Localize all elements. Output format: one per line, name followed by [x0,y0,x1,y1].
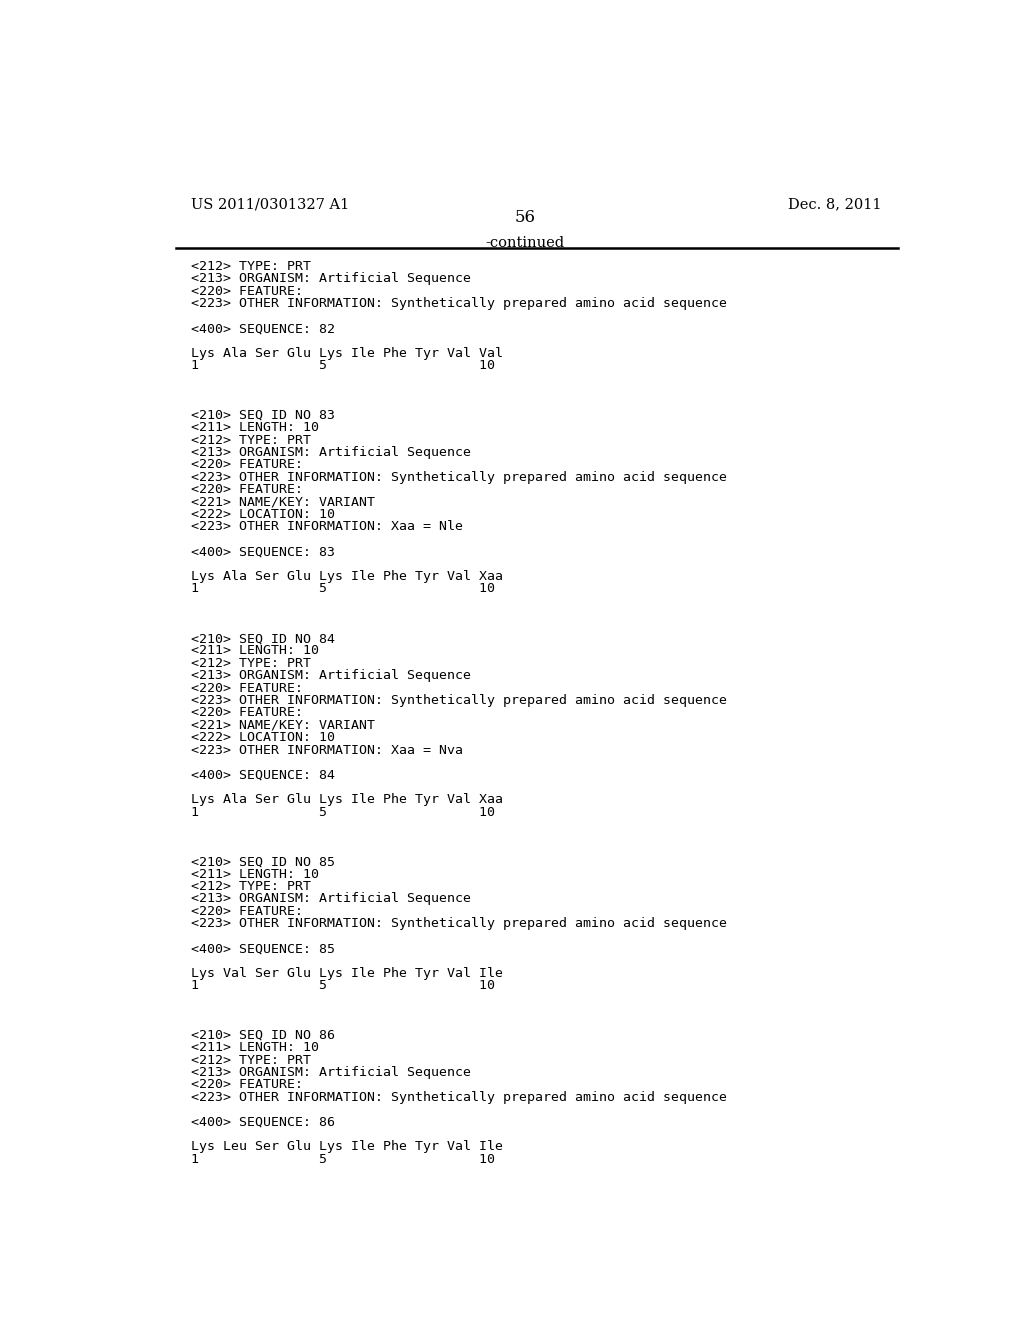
Text: <223> OTHER INFORMATION: Synthetically prepared amino acid sequence: <223> OTHER INFORMATION: Synthetically p… [191,471,727,484]
Text: <213> ORGANISM: Artificial Sequence: <213> ORGANISM: Artificial Sequence [191,892,471,906]
Text: 1               5                   10: 1 5 10 [191,979,496,993]
Text: 1               5                   10: 1 5 10 [191,582,496,595]
Text: <221> NAME/KEY: VARIANT: <221> NAME/KEY: VARIANT [191,495,376,508]
Text: <211> LENGTH: 10: <211> LENGTH: 10 [191,421,319,434]
Text: Lys Ala Ser Glu Lys Ile Phe Tyr Val Val: Lys Ala Ser Glu Lys Ile Phe Tyr Val Val [191,347,504,360]
Text: <400> SEQUENCE: 82: <400> SEQUENCE: 82 [191,322,336,335]
Text: <400> SEQUENCE: 86: <400> SEQUENCE: 86 [191,1115,336,1129]
Text: <212> TYPE: PRT: <212> TYPE: PRT [191,880,311,894]
Text: 56: 56 [514,210,536,226]
Text: 1               5                   10: 1 5 10 [191,359,496,372]
Text: <212> TYPE: PRT: <212> TYPE: PRT [191,260,311,273]
Text: 1               5                   10: 1 5 10 [191,805,496,818]
Text: <210> SEQ ID NO 86: <210> SEQ ID NO 86 [191,1028,336,1041]
Text: <210> SEQ ID NO 84: <210> SEQ ID NO 84 [191,632,336,645]
Text: <213> ORGANISM: Artificial Sequence: <213> ORGANISM: Artificial Sequence [191,446,471,459]
Text: <211> LENGTH: 10: <211> LENGTH: 10 [191,867,319,880]
Text: <212> TYPE: PRT: <212> TYPE: PRT [191,1053,311,1067]
Text: <220> FEATURE:: <220> FEATURE: [191,904,303,917]
Text: <211> LENGTH: 10: <211> LENGTH: 10 [191,644,319,657]
Text: <210> SEQ ID NO 83: <210> SEQ ID NO 83 [191,409,336,422]
Text: <212> TYPE: PRT: <212> TYPE: PRT [191,657,311,669]
Text: <400> SEQUENCE: 84: <400> SEQUENCE: 84 [191,768,336,781]
Text: <213> ORGANISM: Artificial Sequence: <213> ORGANISM: Artificial Sequence [191,1067,471,1078]
Text: <213> ORGANISM: Artificial Sequence: <213> ORGANISM: Artificial Sequence [191,272,471,285]
Text: <400> SEQUENCE: 85: <400> SEQUENCE: 85 [191,942,336,956]
Text: <223> OTHER INFORMATION: Synthetically prepared amino acid sequence: <223> OTHER INFORMATION: Synthetically p… [191,297,727,310]
Text: <220> FEATURE:: <220> FEATURE: [191,706,303,719]
Text: 1               5                   10: 1 5 10 [191,1152,496,1166]
Text: <400> SEQUENCE: 83: <400> SEQUENCE: 83 [191,545,336,558]
Text: <223> OTHER INFORMATION: Xaa = Nva: <223> OTHER INFORMATION: Xaa = Nva [191,743,464,756]
Text: <213> ORGANISM: Artificial Sequence: <213> ORGANISM: Artificial Sequence [191,669,471,682]
Text: <223> OTHER INFORMATION: Synthetically prepared amino acid sequence: <223> OTHER INFORMATION: Synthetically p… [191,694,727,708]
Text: <223> OTHER INFORMATION: Synthetically prepared amino acid sequence: <223> OTHER INFORMATION: Synthetically p… [191,917,727,931]
Text: <220> FEATURE:: <220> FEATURE: [191,483,303,496]
Text: Lys Leu Ser Glu Lys Ile Phe Tyr Val Ile: Lys Leu Ser Glu Lys Ile Phe Tyr Val Ile [191,1140,504,1154]
Text: Lys Val Ser Glu Lys Ile Phe Tyr Val Ile: Lys Val Ser Glu Lys Ile Phe Tyr Val Ile [191,966,504,979]
Text: Lys Ala Ser Glu Lys Ile Phe Tyr Val Xaa: Lys Ala Ser Glu Lys Ile Phe Tyr Val Xaa [191,793,504,807]
Text: <221> NAME/KEY: VARIANT: <221> NAME/KEY: VARIANT [191,719,376,731]
Text: <211> LENGTH: 10: <211> LENGTH: 10 [191,1041,319,1055]
Text: <220> FEATURE:: <220> FEATURE: [191,1078,303,1092]
Text: US 2011/0301327 A1: US 2011/0301327 A1 [191,197,350,211]
Text: -continued: -continued [485,236,564,249]
Text: <210> SEQ ID NO 85: <210> SEQ ID NO 85 [191,855,336,869]
Text: <220> FEATURE:: <220> FEATURE: [191,458,303,471]
Text: <223> OTHER INFORMATION: Xaa = Nle: <223> OTHER INFORMATION: Xaa = Nle [191,520,464,533]
Text: Lys Ala Ser Glu Lys Ile Phe Tyr Val Xaa: Lys Ala Ser Glu Lys Ile Phe Tyr Val Xaa [191,570,504,583]
Text: <222> LOCATION: 10: <222> LOCATION: 10 [191,731,336,744]
Text: Dec. 8, 2011: Dec. 8, 2011 [788,197,882,211]
Text: <212> TYPE: PRT: <212> TYPE: PRT [191,434,311,446]
Text: <222> LOCATION: 10: <222> LOCATION: 10 [191,508,336,521]
Text: <223> OTHER INFORMATION: Synthetically prepared amino acid sequence: <223> OTHER INFORMATION: Synthetically p… [191,1090,727,1104]
Text: <220> FEATURE:: <220> FEATURE: [191,285,303,298]
Text: <220> FEATURE:: <220> FEATURE: [191,681,303,694]
